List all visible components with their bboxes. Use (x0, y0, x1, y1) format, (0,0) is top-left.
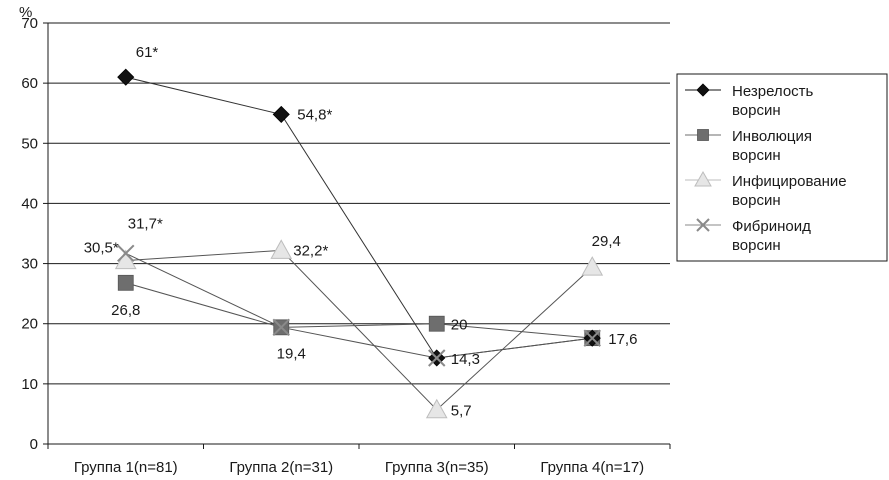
series-markers (117, 68, 601, 367)
x-tick-label: Группа 1(n=81) (74, 459, 178, 476)
legend-marker (696, 83, 710, 97)
data-point (583, 329, 601, 347)
data-point (425, 398, 448, 419)
x-tick-label: Группа 3(n=35) (385, 459, 489, 476)
data-point (117, 68, 135, 86)
y-tick-label: 10 (21, 376, 38, 393)
data-label: 20 (451, 317, 468, 334)
data-point (272, 318, 290, 337)
legend-item: Фибриноид ворсин (685, 218, 811, 254)
grid-lines (48, 22, 670, 385)
data-point (428, 315, 445, 332)
data-label: 5,7 (451, 403, 472, 420)
y-tick-label: 20 (21, 316, 38, 333)
marker-stroke (428, 349, 446, 367)
data-label: 32,2* (293, 242, 328, 259)
data-label: 54,8* (297, 106, 332, 123)
data-point (272, 105, 290, 123)
legend-label: ворсин (732, 102, 781, 119)
marker-stroke (272, 318, 290, 337)
data-label: 17,6 (608, 331, 637, 348)
data-point (117, 244, 135, 263)
marker-stroke (117, 244, 135, 263)
legend-label: ворсин (732, 237, 781, 254)
legend-label: Фибриноид (732, 218, 811, 235)
legend-marker (697, 129, 709, 141)
legend-label: Незрелость (732, 83, 814, 100)
y-tick-label: 40 (21, 195, 38, 212)
legend: НезрелостьворсинИнволюцияворсинИнфициров… (676, 73, 888, 262)
data-label: 19,4 (277, 345, 306, 362)
series-markers (117, 274, 601, 347)
series-markers (114, 239, 604, 419)
legend-item: Инфицирование ворсин (685, 170, 847, 209)
data-point (428, 349, 446, 367)
legend-marker (696, 218, 710, 232)
x-tick-label: Группа 4(n=17) (540, 459, 644, 476)
data-point (117, 274, 134, 291)
legend-label: ворсин (732, 147, 781, 164)
data-label: 29,4 (592, 233, 621, 250)
data-label: 14,3 (451, 351, 480, 368)
legend-item: Инволюция ворсин (685, 128, 812, 164)
data-point (270, 239, 293, 259)
y-axis-unit-label: % (19, 4, 32, 21)
series-line (125, 76, 593, 359)
marker-stroke (583, 329, 601, 347)
series-line (125, 252, 593, 359)
data-point (581, 256, 604, 276)
y-tick-label: 30 (21, 256, 38, 273)
y-tick-label: 70 (21, 15, 38, 32)
data-label: 31,7* (128, 215, 163, 232)
x-tick-label: Группа 2(n=31) (229, 459, 333, 476)
y-tick-label: 0 (30, 436, 38, 453)
series-line (125, 249, 593, 411)
series-line (125, 282, 593, 339)
legend-item: Незрелость ворсин (685, 83, 814, 119)
y-tick-label: 60 (21, 75, 38, 92)
legend-label: ворсин (732, 192, 781, 209)
data-label: 26,8 (111, 302, 140, 319)
legend-label: Инволюция (732, 128, 812, 145)
legend-box (676, 73, 888, 262)
series-markers (117, 244, 601, 367)
data-label: 30,5* (84, 240, 119, 257)
marker-stroke (696, 218, 710, 232)
data-label: 61* (136, 44, 159, 61)
legend-label: Инфицирование (732, 173, 847, 190)
legend-marker (694, 170, 712, 187)
y-tick-label: 50 (21, 135, 38, 152)
